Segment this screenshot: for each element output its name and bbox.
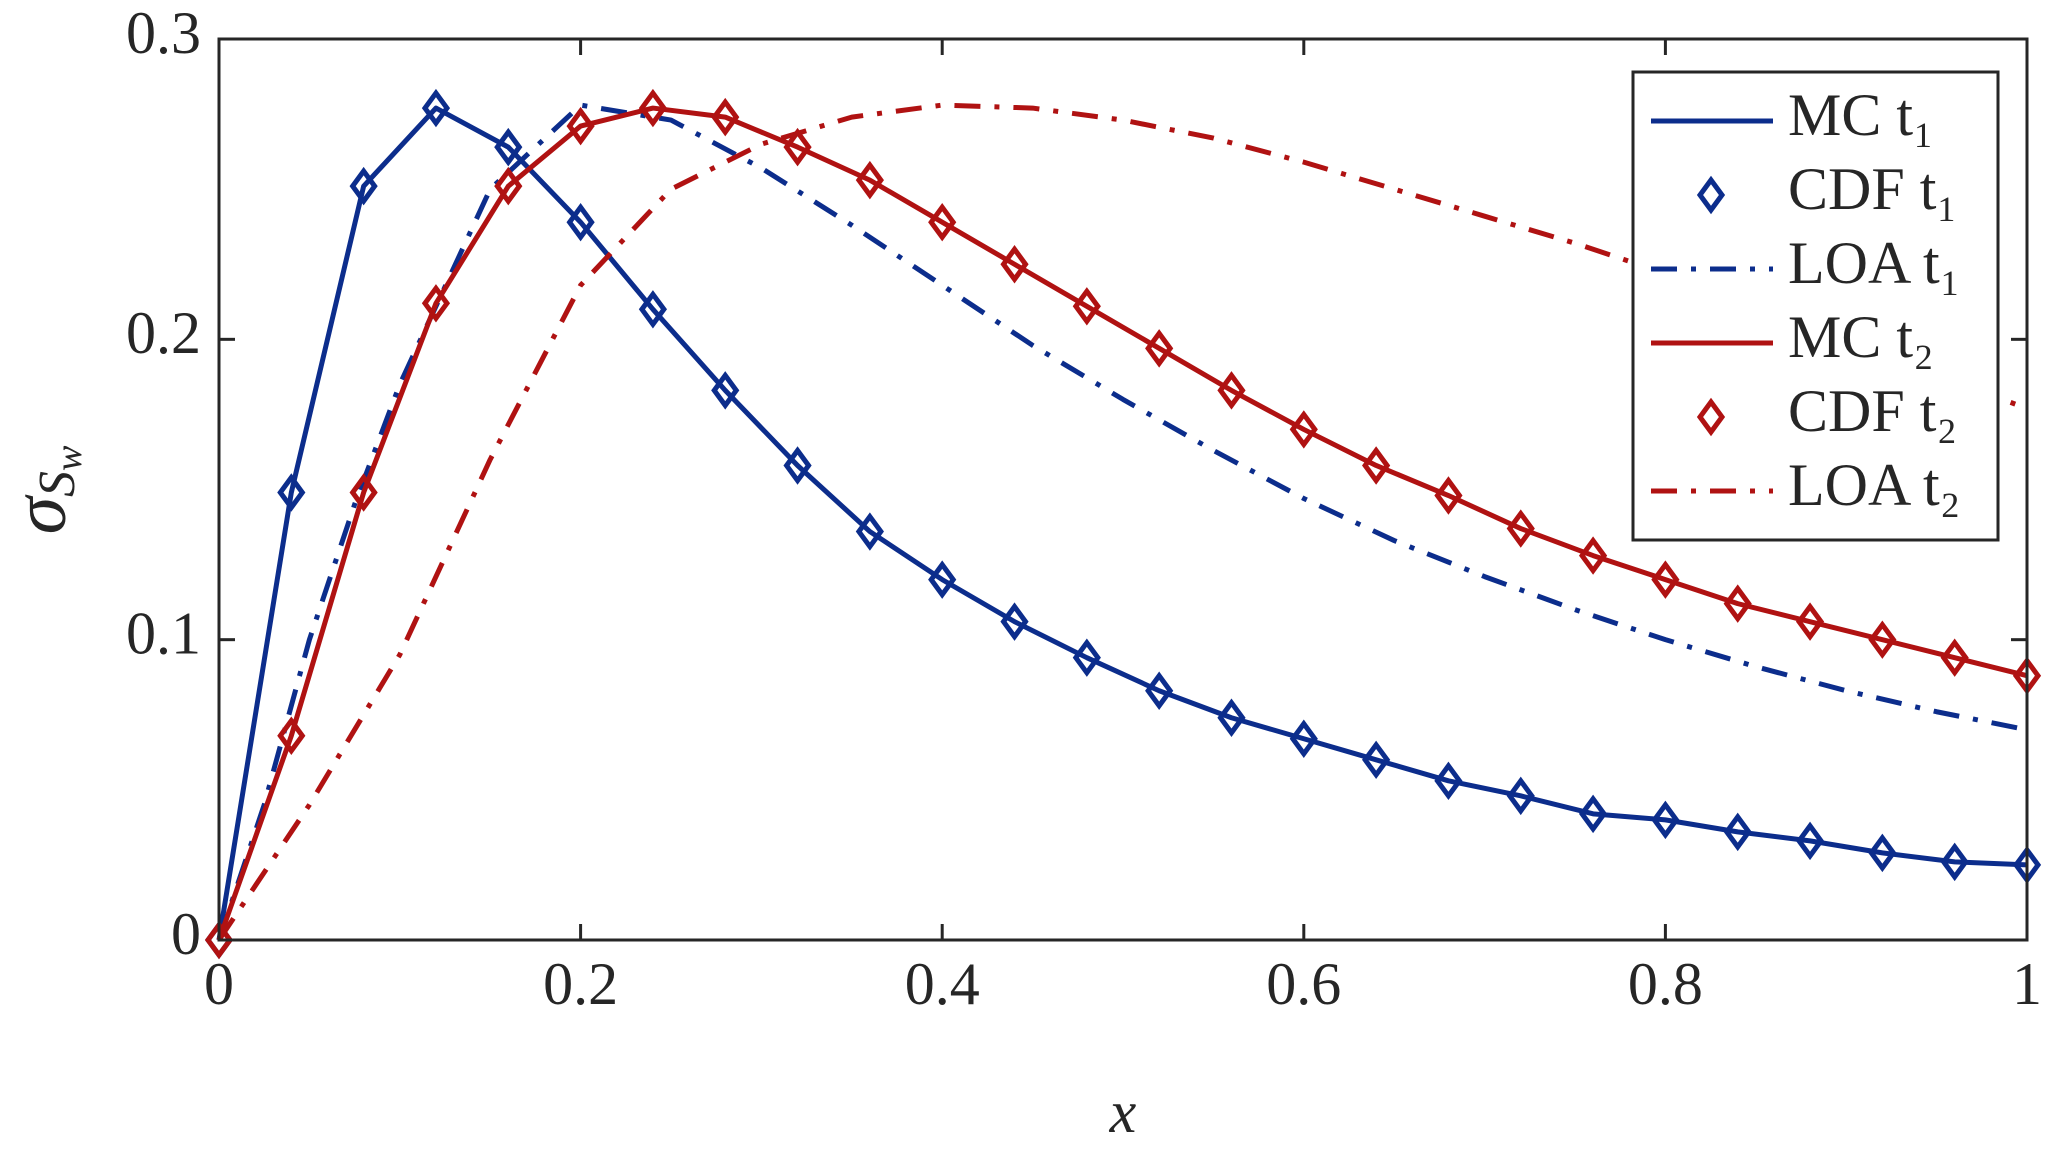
marker bbox=[1795, 602, 1825, 641]
legend-box bbox=[1631, 70, 2000, 542]
marker bbox=[1362, 740, 1391, 780]
marker bbox=[1940, 638, 1969, 677]
marker bbox=[1072, 638, 1101, 677]
x-tick-label: 0.6 bbox=[1266, 951, 1341, 1017]
y-tick-label: 0.2 bbox=[126, 300, 201, 366]
marker bbox=[1578, 794, 1608, 834]
marker bbox=[1217, 698, 1246, 737]
y-tick-label: 0.1 bbox=[126, 600, 201, 666]
y-label-subsubscript: w bbox=[48, 445, 90, 471]
x-axis-label: x bbox=[1109, 1079, 1137, 1145]
y-axis-label: σSw bbox=[0, 445, 90, 534]
marker bbox=[1868, 620, 1897, 659]
marker bbox=[783, 446, 812, 485]
marker bbox=[1578, 536, 1608, 575]
marker bbox=[277, 473, 306, 512]
marker bbox=[349, 166, 378, 206]
marker bbox=[1651, 800, 1680, 840]
marker bbox=[494, 166, 523, 206]
x-tick-label: 0 bbox=[204, 951, 234, 1017]
marker bbox=[349, 473, 378, 512]
legend-label: MC t₂ bbox=[1788, 304, 1934, 370]
marker bbox=[1795, 821, 1825, 861]
marker bbox=[1000, 602, 1029, 641]
legend-label: LOA t₁ bbox=[1788, 230, 1961, 296]
marker bbox=[638, 88, 668, 128]
marker bbox=[855, 512, 884, 551]
legend-label: MC t₁ bbox=[1788, 82, 1934, 148]
marker bbox=[1723, 584, 1752, 623]
marker bbox=[1072, 287, 1101, 326]
marker bbox=[1000, 245, 1029, 284]
marker bbox=[1868, 833, 1897, 873]
marker bbox=[1506, 776, 1535, 816]
marker bbox=[711, 371, 740, 410]
marker bbox=[204, 920, 234, 960]
marker bbox=[928, 202, 957, 242]
x-tick-label: 1 bbox=[2012, 951, 2042, 1017]
marker bbox=[855, 160, 884, 200]
marker bbox=[421, 284, 451, 323]
marker bbox=[1723, 812, 1752, 852]
series-line bbox=[216, 105, 2028, 941]
legend-label: LOA t₂ bbox=[1788, 452, 1961, 518]
marker bbox=[1940, 842, 1969, 882]
y-tick-label: 0.3 bbox=[126, 0, 201, 66]
marker bbox=[711, 97, 740, 137]
legend-label: CDF t₂ bbox=[1788, 378, 1957, 444]
plot-border bbox=[217, 37, 2029, 942]
marker bbox=[1289, 410, 1318, 449]
y-label-symbol: σ bbox=[0, 494, 82, 534]
legend-marker bbox=[1696, 175, 1726, 215]
marker bbox=[1289, 719, 1318, 759]
y-label-subscript: S bbox=[29, 471, 86, 497]
marker bbox=[1434, 476, 1463, 515]
marker bbox=[421, 88, 451, 128]
marker bbox=[1434, 761, 1463, 801]
marker bbox=[494, 127, 523, 167]
marker bbox=[928, 560, 957, 599]
x-tick-label: 0.8 bbox=[1628, 951, 1703, 1017]
marker bbox=[566, 202, 595, 242]
series-line bbox=[216, 102, 2028, 941]
marker bbox=[1362, 446, 1391, 485]
marker bbox=[277, 716, 306, 756]
marker bbox=[1506, 509, 1535, 548]
marker bbox=[566, 106, 595, 146]
marker bbox=[1651, 560, 1680, 599]
legend-label: CDF t₁ bbox=[1788, 156, 1957, 222]
marker bbox=[1145, 671, 1174, 710]
marker bbox=[638, 290, 668, 329]
marker bbox=[1145, 329, 1174, 368]
legend-marker bbox=[1696, 397, 1726, 437]
x-tick-label: 0.4 bbox=[905, 951, 980, 1017]
marker bbox=[1217, 371, 1246, 410]
y-tick-label: 0 bbox=[171, 901, 201, 967]
x-tick-label: 0.2 bbox=[543, 951, 618, 1017]
marker bbox=[783, 127, 812, 167]
